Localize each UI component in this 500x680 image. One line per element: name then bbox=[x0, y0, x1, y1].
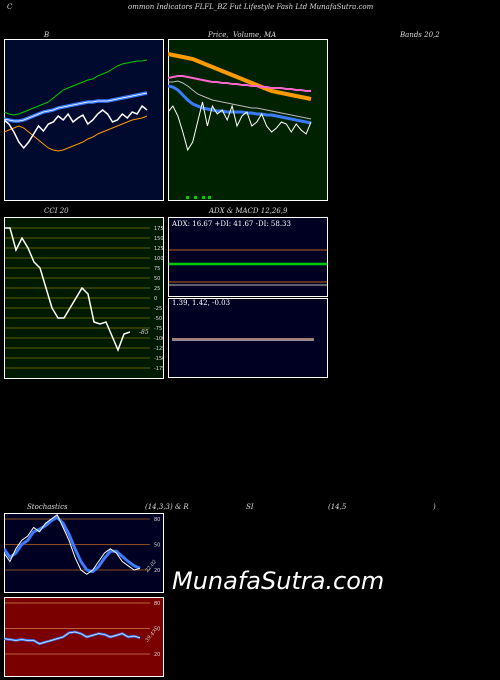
header-c-label: C bbox=[7, 3, 13, 11]
cci-panel: 175 150 125 100 75 50 25 0 -25 -50 -75 -100 -125 -150… bbox=[4, 217, 164, 379]
stoch-title: Stochastics bbox=[27, 503, 68, 511]
cci-title: CCI 20 bbox=[44, 207, 69, 215]
adx-macd-title: ADX & MACD 12,26,9 bbox=[209, 207, 288, 215]
cci-tick-label-8: -25 bbox=[154, 306, 162, 312]
stoch-tick-label-0: 80 bbox=[154, 517, 160, 523]
macd-values: 1.39, 1.42, -0.03 bbox=[172, 299, 231, 307]
volume-bar-0 bbox=[186, 196, 189, 199]
bollinger-price-line bbox=[4, 104, 148, 150]
bollinger-upper-band bbox=[4, 59, 148, 116]
macd-chart bbox=[168, 298, 328, 378]
bollinger-lower-band bbox=[4, 115, 148, 152]
stoch-tick-label-1: 50 bbox=[154, 543, 160, 549]
cci-tick-label-14: -175 bbox=[154, 366, 164, 372]
bollinger-title: B bbox=[44, 31, 50, 39]
rsi-tick-label-0: 80 bbox=[154, 601, 160, 607]
cci-current-value: -85 bbox=[139, 329, 149, 336]
cci-tick-label-4: 75 bbox=[154, 266, 160, 272]
adx-panel bbox=[168, 217, 328, 297]
cci-line bbox=[4, 227, 131, 353]
rsi-line-highlight bbox=[4, 631, 141, 645]
volume-bar-3 bbox=[208, 196, 211, 199]
cci-tick-label-5: 50 bbox=[154, 276, 160, 282]
ma-title: MA bbox=[264, 31, 277, 39]
adx-background bbox=[168, 217, 328, 297]
rsi-params: (14,5 bbox=[328, 503, 347, 511]
bands-title: Bands 20,2 bbox=[400, 31, 440, 39]
rsi-si-label: SI bbox=[246, 503, 254, 511]
cci-tick-label-2: 125 bbox=[154, 246, 164, 252]
adx-values: ADX: 16.67 +DI: 41.67 -DI: 58.33 bbox=[172, 220, 291, 228]
cci-tick-label-13: -150 bbox=[154, 356, 164, 362]
cci-tick-label-11: -100 bbox=[154, 336, 164, 342]
ma-long-line bbox=[168, 52, 312, 101]
bollinger-chart bbox=[4, 39, 164, 201]
cci-tick-label-9: -50 bbox=[154, 316, 162, 322]
stoch-fast-line bbox=[4, 514, 141, 575]
page-title: ommon Indicators FLFL_BZ Fut Lifestyle F… bbox=[128, 3, 374, 11]
rsi-tick-label-2: 20 bbox=[154, 652, 160, 658]
bollinger-background bbox=[4, 39, 164, 201]
cci-tick-label-12: -125 bbox=[154, 346, 164, 352]
cci-chart: 175 150 125 100 75 50 25 0 -25 -50 -75 -100 -125 -150… bbox=[4, 217, 164, 379]
bollinger-middle-band-highlight bbox=[4, 92, 148, 122]
price-ma-chart bbox=[168, 39, 328, 201]
cci-tick-label-6: 25 bbox=[154, 286, 160, 292]
cci-tick-label-0: 175 bbox=[154, 226, 164, 232]
adx-chart bbox=[168, 217, 328, 297]
stochastics-panel: 80 50 20 22.02 bbox=[4, 513, 164, 593]
price-title: Price, bbox=[208, 31, 229, 39]
price-ma-panel bbox=[168, 39, 328, 201]
stoch-slow-line bbox=[4, 515, 141, 574]
watermark: MunafaSutra.com bbox=[172, 567, 385, 595]
rsi-params-close: ) bbox=[433, 503, 436, 511]
volume-bar-2 bbox=[202, 196, 205, 199]
macd-panel bbox=[168, 298, 328, 378]
cci-tick-label-1: 150 bbox=[154, 236, 164, 242]
rsi-tick-label-1: 50 bbox=[154, 627, 160, 633]
ma-short-line bbox=[168, 80, 312, 120]
price-line bbox=[168, 101, 312, 152]
stochastics-background bbox=[4, 513, 164, 593]
ma-mid-line bbox=[168, 75, 311, 92]
stoch-params: (14,3,3) & R bbox=[145, 503, 189, 511]
volume-title: Volume, bbox=[233, 31, 262, 39]
rsi-panel: 80 50 20 39.47 bbox=[4, 597, 164, 677]
cci-tick-label-10: -75 bbox=[154, 326, 162, 332]
macd-background bbox=[168, 298, 328, 378]
stoch-tick-label-2: 20 bbox=[154, 568, 160, 574]
volume-bar-1 bbox=[194, 196, 197, 199]
cci-tick-label-3: 100 bbox=[154, 256, 164, 262]
bollinger-panel bbox=[4, 39, 164, 201]
ma-fast-line bbox=[168, 84, 312, 125]
cci-tick-label-7: 0 bbox=[154, 296, 157, 302]
